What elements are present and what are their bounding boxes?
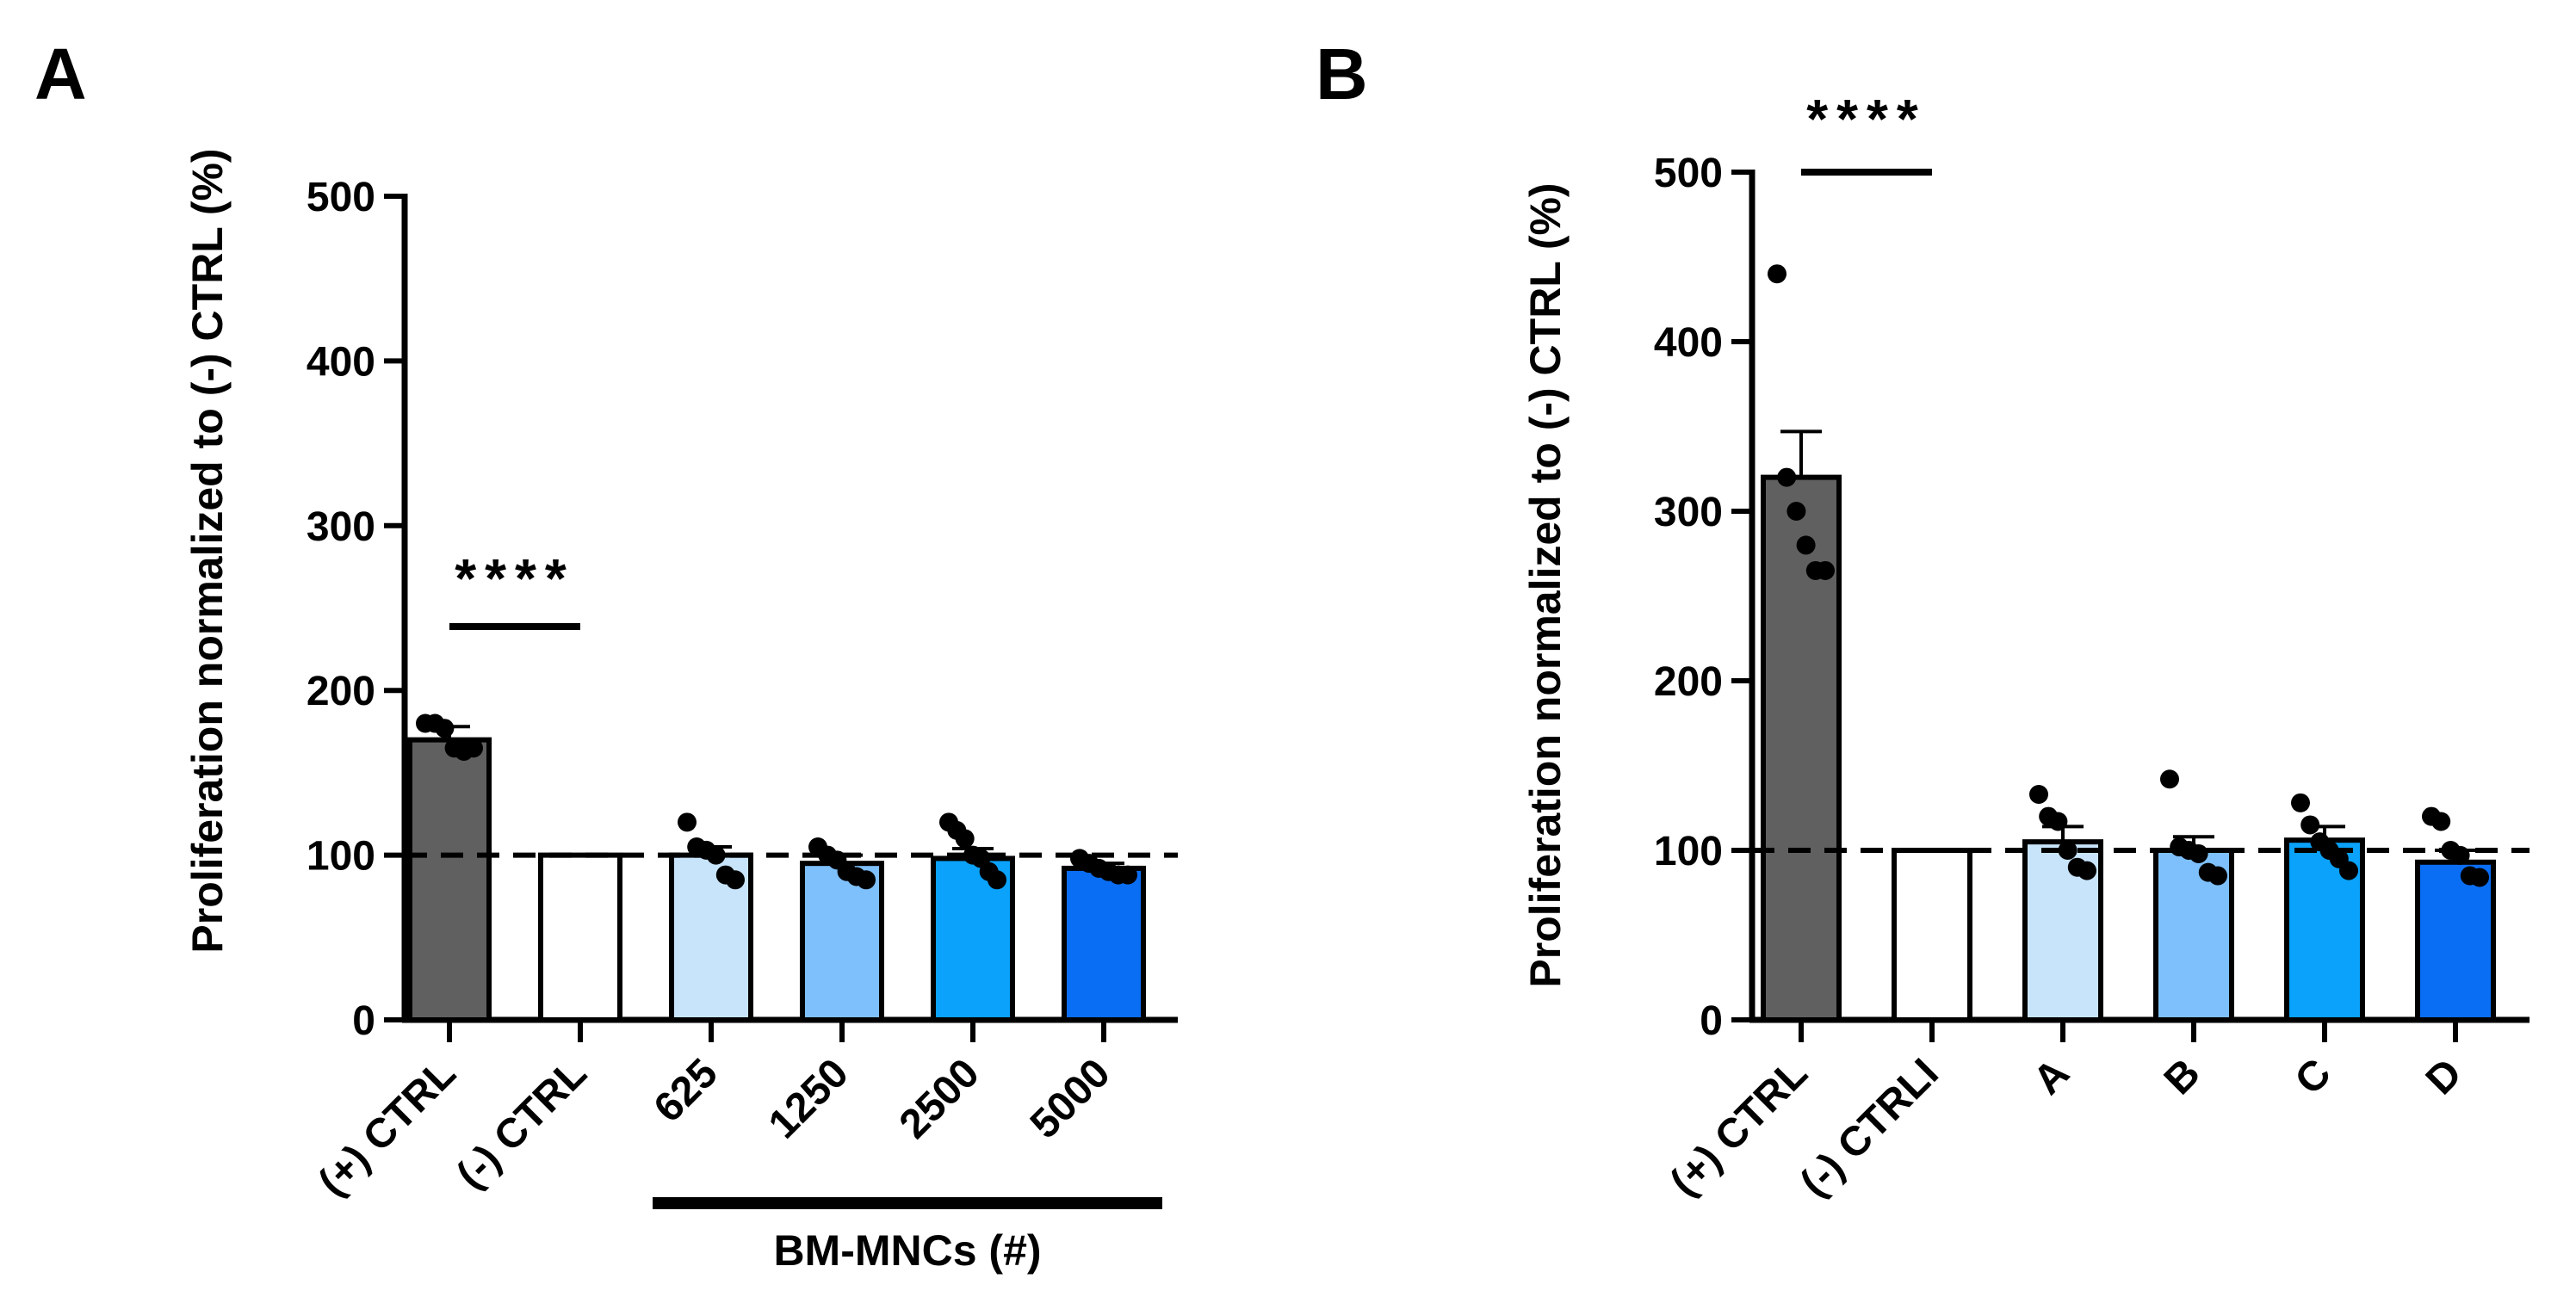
bar bbox=[407, 737, 492, 1022]
significance-label: **** bbox=[455, 547, 575, 609]
bar bbox=[538, 852, 622, 1022]
y-axis-label: Proliferation normalized to (-) CTRL (%) bbox=[1521, 182, 1570, 987]
y-tick-label: 200 bbox=[307, 669, 375, 714]
data-point bbox=[2339, 861, 2358, 880]
panel-label: A bbox=[34, 34, 87, 114]
x-tick-label: 2500 bbox=[891, 1050, 988, 1147]
y-axis-label: Proliferation normalized to (-) CTRL (%) bbox=[183, 148, 232, 953]
data-point bbox=[1777, 467, 1797, 487]
x-tick-label: (-) CTRLI bbox=[1792, 1050, 1947, 1206]
y-tick-label: 100 bbox=[1654, 829, 1723, 874]
data-point bbox=[2189, 843, 2208, 863]
data-point bbox=[857, 870, 876, 890]
data-point bbox=[2450, 845, 2470, 865]
x-tick-label: (+) CTRL bbox=[1662, 1050, 1817, 1205]
data-point bbox=[2291, 793, 2310, 812]
y-tick-label: 0 bbox=[1700, 998, 1723, 1044]
y-tick-label: 200 bbox=[1654, 659, 1723, 705]
y-tick-label: 400 bbox=[1654, 320, 1723, 366]
panel-b: B Proliferation normalized to (-) CTRL (%… bbox=[1316, 34, 2530, 1206]
x-tick-label: C bbox=[2287, 1050, 2340, 1103]
bar bbox=[1892, 848, 1972, 1022]
data-point bbox=[706, 845, 726, 865]
x-tick-label: B bbox=[2156, 1050, 2209, 1103]
panel-label: B bbox=[1316, 34, 1368, 114]
data-point bbox=[464, 738, 483, 758]
x-tick-label: (-) CTRL bbox=[448, 1050, 595, 1197]
y-tick-label: 500 bbox=[1654, 151, 1723, 196]
data-point bbox=[2300, 815, 2320, 835]
x-tick-label: 5000 bbox=[1022, 1050, 1119, 1147]
x-tick-label: D bbox=[2418, 1050, 2471, 1103]
data-point bbox=[1816, 560, 1835, 580]
y-tick-label: 400 bbox=[307, 339, 375, 385]
bar bbox=[1761, 474, 1842, 1022]
data-point bbox=[2160, 769, 2179, 789]
data-point bbox=[2078, 861, 2096, 880]
x-tick-label: A bbox=[2025, 1050, 2078, 1103]
data-point bbox=[2208, 866, 2227, 886]
panel-a: A Proliferation normalized to (-) CTRL (%… bbox=[34, 34, 1178, 1275]
data-point bbox=[435, 719, 455, 738]
data-point bbox=[1786, 502, 1806, 521]
data-point bbox=[2048, 812, 2068, 831]
data-point bbox=[2470, 868, 2489, 887]
data-point bbox=[1118, 865, 1137, 885]
data-point bbox=[678, 812, 697, 832]
data-point bbox=[988, 870, 1006, 890]
y-tick-label: 300 bbox=[1654, 490, 1723, 535]
data-point bbox=[2431, 812, 2451, 831]
y-tick-label: 500 bbox=[307, 175, 375, 220]
data-point bbox=[1796, 535, 1816, 555]
data-point bbox=[2029, 784, 2048, 804]
bar bbox=[2415, 859, 2496, 1022]
data-point bbox=[1768, 264, 1786, 284]
x-tick-label: (+) CTRL bbox=[310, 1050, 465, 1205]
data-point bbox=[726, 870, 745, 890]
significance-label: **** bbox=[1806, 88, 1927, 150]
group-bracket-label: BM-MNCs (#) bbox=[773, 1226, 1041, 1275]
data-point bbox=[2058, 841, 2078, 860]
y-tick-label: 100 bbox=[307, 834, 375, 880]
y-tick-label: 0 bbox=[352, 998, 375, 1044]
x-tick-label: 625 bbox=[646, 1050, 727, 1131]
bar bbox=[1062, 865, 1146, 1022]
data-point bbox=[955, 829, 975, 849]
y-tick-label: 300 bbox=[307, 504, 375, 550]
x-tick-label: 1250 bbox=[760, 1050, 858, 1147]
